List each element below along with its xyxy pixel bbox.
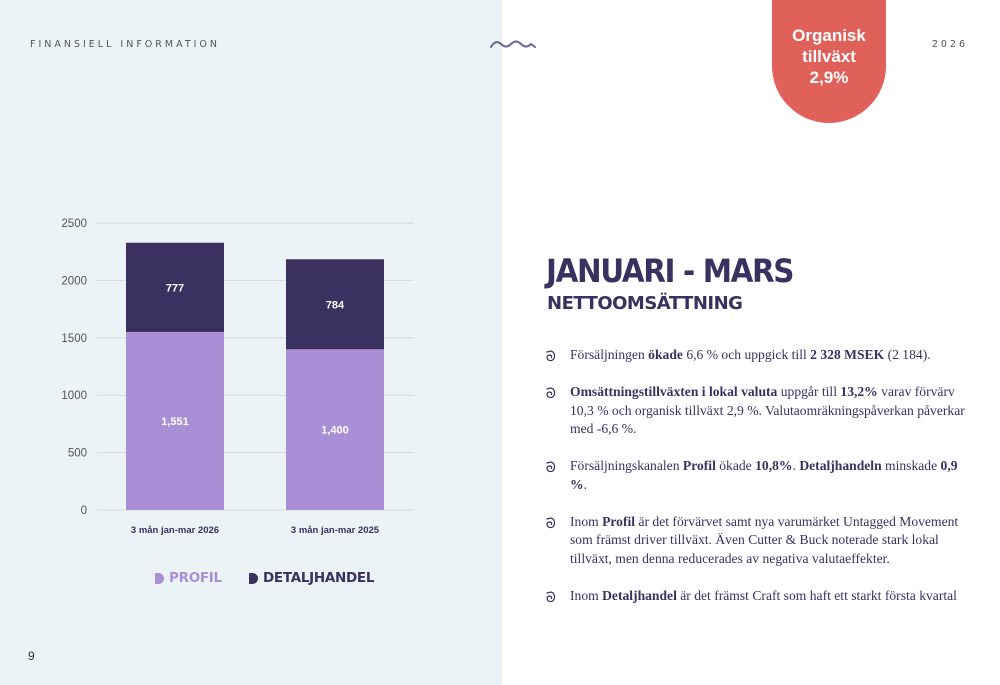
y-tick-label: 2500	[61, 218, 87, 230]
y-tick-label: 1000	[61, 390, 87, 402]
bar-detaljhandel	[126, 242, 224, 332]
badge-line1: Organisk	[792, 26, 866, 45]
bullet-bold-text: 13,2%	[840, 384, 878, 399]
bullet-text: är det främst Craft som haft ett starkt …	[676, 587, 957, 603]
x-tick-label: 3 mån jan-mar 2025	[291, 525, 380, 536]
bullet-text: Försäljningen	[570, 347, 649, 362]
bullet-text: Försäljningskanalen	[570, 458, 683, 473]
legend-detaljhandel-marker	[249, 572, 258, 584]
data-label: 1,551	[161, 416, 189, 428]
organic-growth-badge: Organisk tillväxt 2,9%	[772, 0, 886, 123]
page-number: 9	[28, 649, 35, 663]
bar-profil	[286, 349, 384, 510]
bullet-text: 6,6 % och uppgick till	[682, 347, 811, 362]
y-tick-label: 1500	[61, 333, 87, 345]
bullet-item: Försäljningen ökade 6,6 % och uppgick ti…	[545, 346, 965, 365]
data-label: 1,400	[321, 425, 349, 437]
legend-detaljhandel-label: DETALJHANDEL	[263, 570, 375, 586]
bullet-bold-text: ökade	[648, 347, 683, 362]
bullet-bold-text: 10,8%	[755, 458, 793, 473]
data-label: 777	[166, 282, 184, 294]
bar-detaljhandel	[286, 259, 384, 350]
legend-profil: PROFIL	[155, 569, 222, 587]
badge-line2: tillväxt	[802, 47, 856, 66]
swirl-bullet-icon	[546, 516, 556, 528]
bullet-item: Inom Profil är det förvärvet samt nya va…	[545, 513, 965, 569]
swirl-bullet-icon	[546, 387, 556, 399]
y-tick-label: 2000	[61, 275, 87, 287]
bullet-text: minskade	[881, 458, 941, 473]
bullet-item: Inom Detaljhandel är det främst Craft so…	[545, 587, 965, 606]
bullet-text: .	[792, 458, 800, 473]
bullet-bold-text: Profil	[602, 513, 636, 529]
bullet-text: varav förvärv 10,3 % och organisk tillvä…	[570, 384, 965, 436]
badge-value: 2,9%	[809, 68, 849, 87]
y-tick-label: 0	[81, 505, 87, 517]
bullet-text: .	[583, 476, 587, 492]
page-subtitle: NETTOOMSÄTTNING	[547, 293, 743, 314]
data-label: 784	[326, 299, 345, 311]
wave-icon	[490, 40, 536, 48]
bullet-bold-text: 2 328 MSEK	[810, 347, 885, 362]
left-panel	[0, 0, 502, 685]
bullet-text: Inom	[570, 513, 603, 529]
bullet-text: Inom	[570, 587, 603, 603]
bullet-bold-text: Profil	[682, 458, 716, 473]
legend-profil-label: PROFIL	[169, 570, 222, 586]
y-tick-label: 500	[68, 448, 87, 460]
bullet-list: Försäljningen ökade 6,6 % och uppgick ti…	[545, 346, 965, 624]
bullet-text: uppgår till	[777, 384, 841, 399]
bar-profil	[126, 331, 224, 510]
page-title: JANUARI - MARS	[546, 252, 795, 290]
bullet-text: ökade	[715, 458, 756, 473]
bullet-text: (2 184).	[884, 347, 931, 362]
swirl-bullet-icon	[546, 461, 556, 473]
bullet-item: Försäljningskanalen Profil ökade 10,8%. …	[545, 457, 965, 494]
swirl-bullet-icon	[546, 350, 556, 362]
stacked-bar-chart: 0 500 1000 1500 2000 2500 1,551 777 3 mån jan-ma…	[61, 218, 414, 536]
bullet-item: Omsättningstillväxten i lokal valuta upp…	[545, 383, 965, 439]
year-label: 2026	[931, 39, 968, 50]
bullet-bold-text: Omsättningstillväxten i lokal valuta	[570, 384, 778, 399]
x-tick-label: 3 mån jan-mar 2026	[131, 525, 219, 536]
bullet-bold-text: 0,9 %	[570, 458, 958, 492]
bullet-bold-text: Detaljhandeln	[799, 458, 882, 473]
bullet-bold-text: Detaljhandel	[602, 587, 677, 603]
section-label: FINANSIELL INFORMATION	[30, 39, 221, 50]
legend-profil-marker	[155, 572, 164, 584]
bullet-text: är det förvärvet samt nya varumärket Unt…	[570, 513, 959, 566]
swirl-bullet-icon	[546, 590, 556, 602]
legend-detaljhandel: DETALJHANDEL	[249, 569, 374, 587]
